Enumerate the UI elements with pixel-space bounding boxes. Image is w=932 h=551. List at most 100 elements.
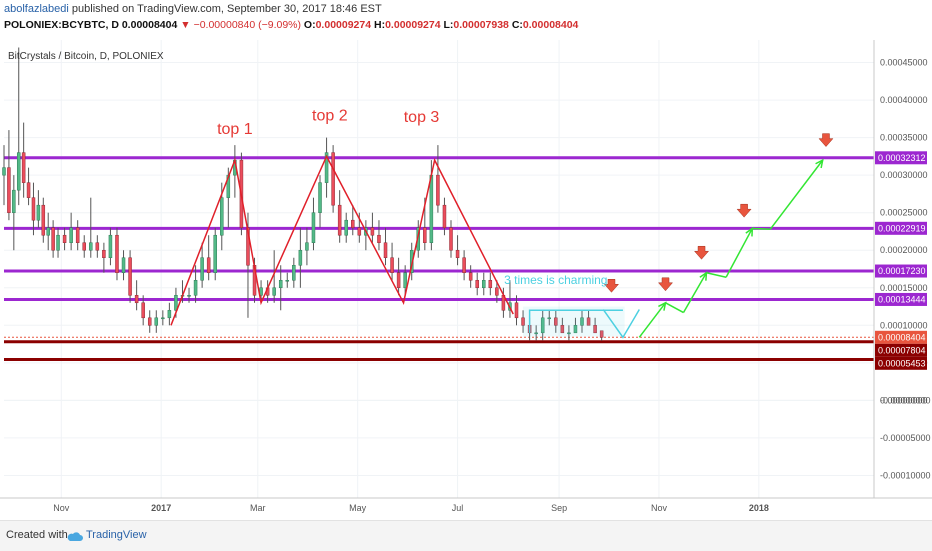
candle-body[interactable] [488, 280, 493, 289]
candle-body[interactable] [318, 182, 322, 213]
candle-body[interactable] [12, 189, 16, 213]
candle-body[interactable] [580, 317, 584, 326]
candle-body[interactable] [62, 234, 67, 243]
plot-area[interactable]: top 1 top 2 top 3 3 times is charming [2, 47, 875, 361]
candle-body[interactable] [161, 317, 165, 320]
green-projection-line[interactable] [752, 227, 771, 230]
candle-body[interactable] [128, 257, 132, 296]
candle-body[interactable] [75, 227, 80, 243]
candle-body[interactable] [429, 174, 434, 243]
candle-body[interactable] [423, 227, 427, 243]
candle-body[interactable] [141, 302, 145, 319]
candle-body[interactable] [278, 280, 283, 289]
candle-body[interactable] [468, 272, 473, 281]
candle-body[interactable] [455, 249, 460, 258]
green-projection-line[interactable] [725, 228, 753, 278]
candle-body[interactable] [95, 242, 100, 251]
candle-body[interactable] [567, 332, 571, 335]
candle-body[interactable] [56, 234, 60, 251]
candle-body[interactable] [475, 280, 479, 289]
green-projection-line[interactable] [665, 302, 684, 314]
tradingview-brand-link[interactable]: TradingView [86, 529, 147, 541]
candle-body[interactable] [154, 317, 159, 326]
author-link[interactable]: abolfazlabedi [4, 3, 69, 15]
candle-body[interactable] [442, 204, 447, 228]
candle-body[interactable] [36, 204, 41, 221]
red-zigzag-line[interactable] [170, 154, 514, 326]
candle-body[interactable] [534, 332, 538, 335]
candle-body[interactable] [26, 182, 31, 198]
candle-body[interactable] [187, 295, 191, 297]
sell-arrow-icon[interactable] [818, 133, 834, 147]
sell-arrow-icon[interactable] [603, 279, 620, 293]
candle-body[interactable] [390, 257, 394, 274]
candle-body[interactable] [482, 280, 486, 289]
candle-body[interactable] [383, 242, 388, 258]
candle-body[interactable] [16, 152, 21, 191]
candle-body[interactable] [298, 249, 303, 266]
candle-body[interactable] [46, 227, 50, 236]
candle-body[interactable] [285, 280, 290, 282]
candle-body[interactable] [69, 227, 73, 243]
sell-arrow-icon[interactable] [736, 203, 752, 218]
candle-body[interactable] [560, 325, 565, 334]
candle-body[interactable] [449, 227, 453, 251]
candle-body[interactable] [31, 197, 36, 221]
candle-body[interactable] [436, 174, 440, 206]
green-projection-line[interactable] [682, 272, 708, 313]
candle-body[interactable] [167, 310, 172, 319]
candle-body[interactable] [311, 212, 316, 243]
candle-body[interactable] [540, 317, 545, 334]
candle-body[interactable] [305, 242, 309, 251]
cyan-pattern-line[interactable] [528, 309, 623, 333]
candle-body[interactable] [331, 152, 335, 206]
candle-body[interactable] [573, 325, 578, 334]
candle-body[interactable] [102, 249, 106, 258]
candle-body[interactable] [220, 197, 224, 236]
candle-body[interactable] [514, 302, 519, 319]
candle-body[interactable] [377, 234, 381, 243]
candle-body[interactable] [586, 317, 591, 326]
candle-body[interactable] [115, 234, 119, 274]
green-projection-line[interactable] [769, 159, 824, 230]
candle-body[interactable] [357, 227, 362, 236]
candle-body[interactable] [337, 204, 342, 236]
candle-body[interactable] [206, 257, 211, 274]
candle-body[interactable] [193, 280, 198, 296]
green-projection-line[interactable] [638, 302, 667, 338]
candle-body[interactable] [147, 317, 152, 326]
candle-body[interactable] [200, 257, 204, 281]
cyan-pattern-line[interactable] [602, 309, 640, 339]
candle-body[interactable] [2, 167, 6, 176]
candle-body[interactable] [554, 317, 558, 326]
green-projection-line[interactable] [706, 272, 727, 278]
candle-body[interactable] [495, 287, 499, 296]
time-axis[interactable]: Nov 2017 Mar May Jul Sep Nov 2018 [53, 503, 769, 513]
candle-body[interactable] [547, 317, 552, 320]
candle-body[interactable] [344, 219, 348, 236]
candle-body[interactable] [82, 242, 86, 251]
sell-arrow-icon[interactable] [693, 245, 710, 260]
candle-body[interactable] [121, 257, 126, 274]
candle-body[interactable] [351, 219, 355, 228]
price-chart[interactable]: top 1 top 2 top 3 3 times is charming BitCr… [0, 40, 932, 520]
candle-body[interactable] [292, 264, 296, 281]
candle-body[interactable] [272, 287, 276, 296]
candle-body[interactable] [396, 272, 401, 289]
candle-body[interactable] [51, 227, 55, 251]
candle-body[interactable] [108, 234, 113, 258]
candle-body[interactable] [599, 330, 604, 338]
sell-arrow-icon[interactable] [657, 277, 674, 292]
candle-body[interactable] [21, 152, 26, 183]
candle-body[interactable] [89, 242, 93, 251]
candle-body[interactable] [7, 167, 11, 213]
candle-body[interactable] [403, 272, 407, 289]
candle-body[interactable] [521, 317, 525, 326]
candle-body[interactable] [593, 325, 597, 334]
candle-body[interactable] [134, 295, 139, 304]
candle-body[interactable] [213, 234, 217, 274]
candle-body[interactable] [174, 295, 178, 311]
candle-body[interactable] [324, 152, 329, 183]
candle-body[interactable] [41, 204, 46, 236]
candle-body[interactable] [370, 227, 375, 236]
